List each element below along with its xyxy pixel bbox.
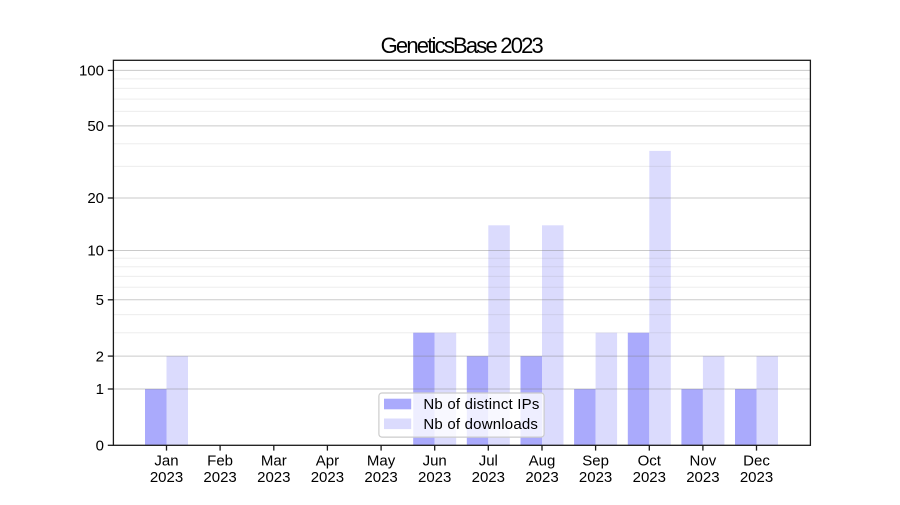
svg-text:20: 20 [87, 190, 104, 207]
svg-text:10: 10 [87, 243, 104, 260]
svg-text:Jan: Jan [154, 453, 178, 470]
svg-text:GeneticsBase 2023: GeneticsBase 2023 [381, 33, 544, 58]
svg-text:2023: 2023 [525, 469, 558, 486]
svg-text:2023: 2023 [150, 469, 183, 486]
svg-text:2023: 2023 [633, 469, 666, 486]
svg-text:Apr: Apr [316, 453, 339, 470]
svg-text:Dec: Dec [743, 453, 770, 470]
svg-text:2023: 2023 [418, 469, 451, 486]
svg-text:Aug: Aug [529, 453, 556, 470]
svg-text:0: 0 [96, 438, 104, 455]
svg-text:Mar: Mar [261, 453, 287, 470]
svg-text:2023: 2023 [740, 469, 773, 486]
svg-text:Nb of distinct IPs: Nb of distinct IPs [423, 396, 539, 413]
svg-text:Jun: Jun [423, 453, 447, 470]
svg-text:100: 100 [79, 63, 104, 80]
svg-text:Oct: Oct [638, 453, 662, 470]
svg-text:2023: 2023 [203, 469, 236, 486]
svg-text:50: 50 [87, 118, 104, 135]
svg-text:Feb: Feb [207, 453, 233, 470]
svg-text:2023: 2023 [579, 469, 612, 486]
svg-text:May: May [367, 453, 396, 470]
svg-text:5: 5 [96, 292, 104, 309]
svg-text:2023: 2023 [364, 469, 397, 486]
svg-text:2023: 2023 [257, 469, 290, 486]
svg-text:2023: 2023 [311, 469, 344, 486]
svg-text:Nov: Nov [690, 453, 717, 470]
svg-text:Sep: Sep [582, 453, 609, 470]
svg-text:2: 2 [96, 348, 104, 365]
svg-text:Nb of downloads: Nb of downloads [423, 416, 538, 433]
svg-text:2023: 2023 [686, 469, 719, 486]
svg-text:2023: 2023 [472, 469, 505, 486]
svg-text:1: 1 [96, 381, 104, 398]
svg-text:Jul: Jul [479, 453, 498, 470]
